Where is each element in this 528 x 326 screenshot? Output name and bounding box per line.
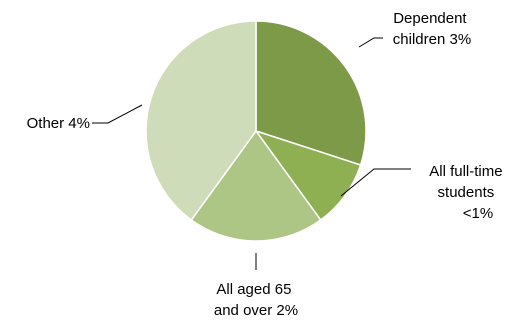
- label-aged-65-line-1: All aged 65: [216, 281, 291, 298]
- label-aged-65-line-2: and over 2%: [214, 302, 298, 319]
- slice-dependent-children: [255, 20, 367, 166]
- leader-line-other: [92, 104, 143, 124]
- slice-other: [145, 20, 257, 222]
- label-other: Other 4%: [27, 115, 90, 132]
- label-full-time-students-line-1: All full-time: [429, 163, 502, 180]
- slice-aged-65-and-over: [190, 129, 322, 242]
- label-full-time-students: All full-time students <1%: [429, 163, 507, 222]
- label-dependent-children-line-1: Dependent: [393, 10, 467, 27]
- label-aged-65-and-over: All aged 65 and over 2%: [214, 281, 298, 319]
- leader-line-dependent-children: [358, 37, 383, 48]
- label-dependent-children: Dependent children 3%: [393, 10, 471, 48]
- leader-line-full-time-students: [340, 168, 411, 197]
- label-full-time-students-line-2: students: [438, 184, 495, 201]
- label-full-time-students-line-3: <1%: [463, 205, 493, 222]
- label-dependent-children-line-2: children 3%: [393, 31, 471, 48]
- label-other-line-1: Other 4%: [27, 115, 90, 132]
- pie-slices: [145, 20, 367, 242]
